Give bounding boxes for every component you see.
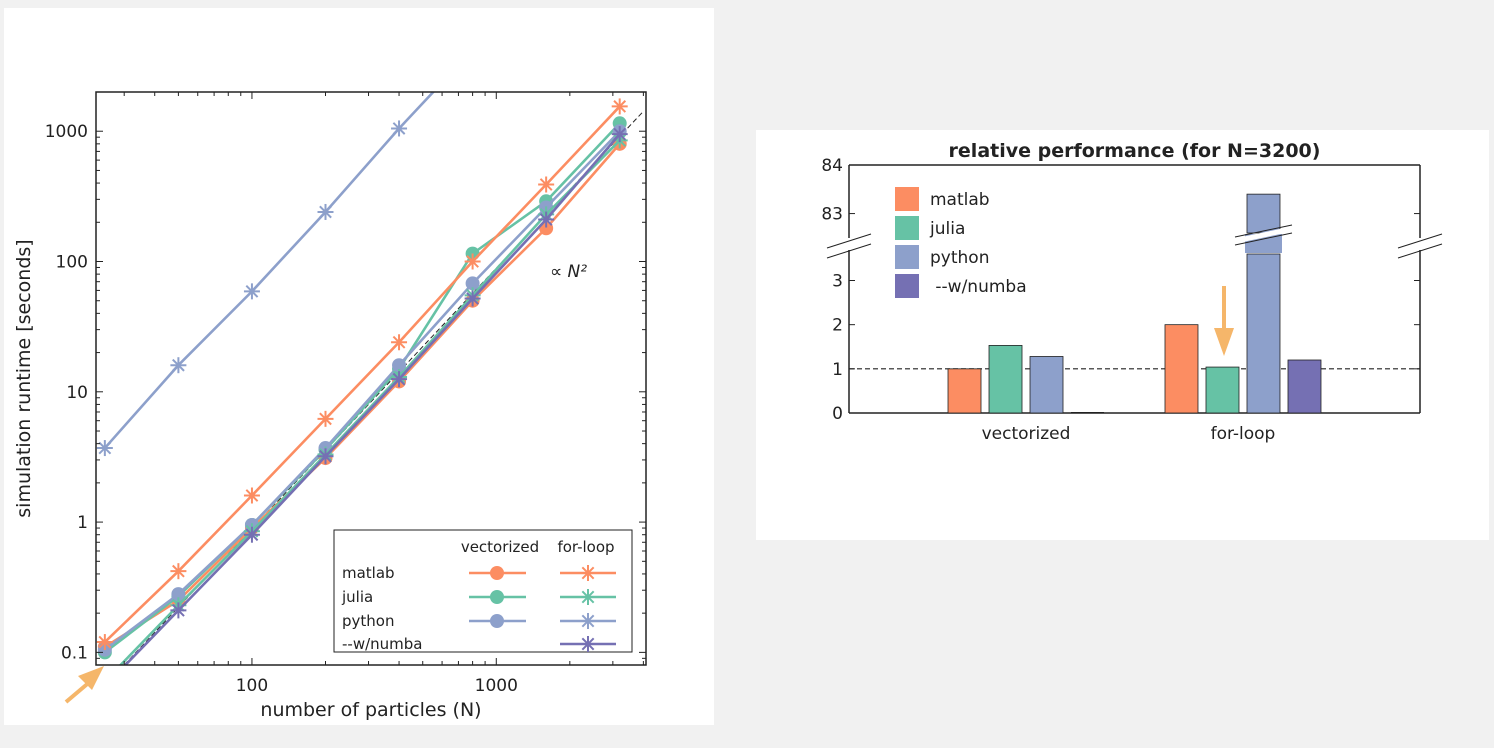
series-line-0 [104, 142, 621, 649]
series-6-marker-6 [538, 211, 555, 228]
y-tick-label: 100 [56, 253, 88, 273]
y-tick-label: 1 [77, 513, 88, 533]
highlight-arrow [1214, 286, 1234, 356]
bar-1-1 [1205, 366, 1240, 414]
series-6-marker-3 [317, 448, 334, 465]
bar-0-1 [988, 345, 1023, 414]
y-axis-label: simulation runtime [seconds] [13, 239, 35, 517]
legend-loop-marker-3 [580, 636, 596, 652]
y-tick-label-upper: 83 [821, 205, 843, 225]
series-5-marker-3 [317, 203, 334, 220]
axis-break-1-b [1397, 243, 1443, 259]
series-5-marker-0 [96, 440, 113, 457]
y-tick-label: 0.1 [61, 643, 88, 663]
y-tick-label: 3 [832, 272, 843, 292]
series-2-marker-4 [392, 358, 407, 373]
legend-vec-marker-1 [490, 590, 504, 604]
bar-break-line-a [1234, 224, 1293, 238]
legend: vectorized for-loop matlab julia python --w/n… [333, 529, 633, 653]
series-line-5 [103, 92, 436, 449]
series-line-4 [118, 139, 621, 665]
series-2-marker-5 [465, 276, 480, 291]
series-3-marker-2 [243, 487, 260, 504]
axis-break-0-a [826, 233, 872, 249]
runtime-chart-panel: 100 1000 0.1 1 10 100 1000 number of particles … [4, 8, 714, 725]
series-6-marker-5 [464, 290, 481, 307]
bar-1-3 [1287, 359, 1322, 414]
series-6-marker-1 [170, 602, 187, 619]
series-3-marker-4 [391, 334, 408, 351]
series-3-marker-5 [464, 253, 481, 270]
series-line-6 [123, 133, 621, 665]
y-tick-label: 1000 [45, 122, 88, 142]
legend-label-0: matlab [342, 564, 395, 582]
runtime-chart: 100 1000 0.1 1 10 100 1000 number of particles … [13, 42, 647, 721]
relative-performance-panel: relative performance (for N=3200) vectori… [756, 130, 1489, 540]
series-6-marker-0 [97, 678, 113, 694]
y-tick-label: 1 [832, 360, 843, 380]
series-2-marker-1 [171, 587, 186, 602]
relative-performance-chart: relative performance (for N=3200) vectori… [821, 140, 1443, 444]
series-5-marker-1 [170, 357, 187, 374]
axis-break-1-a [1397, 233, 1443, 249]
series-5-marker-4 [391, 120, 408, 137]
legend-header-forloop: for-loop [557, 538, 614, 556]
bar-break-line-b [1234, 232, 1293, 246]
axes-frame [95, 91, 647, 666]
bar-1-2-upper [1246, 193, 1281, 234]
series-6-marker-7 [611, 126, 628, 143]
legend-vec-marker-0 [490, 566, 504, 580]
series-3-marker-0 [96, 634, 113, 651]
legend-label-1: julia [341, 588, 373, 606]
y-tick-label: 10 [66, 383, 88, 403]
legend-swatch-2 [895, 245, 919, 269]
axis-break-0-b [826, 243, 872, 259]
legend-label-2: python [342, 612, 394, 630]
series-6-marker-2 [243, 526, 260, 543]
bar-break-mask [1234, 226, 1293, 244]
series-3-marker-3 [317, 410, 334, 427]
category-label-1: for-loop [1211, 424, 1276, 444]
bar-1-2-lower [1246, 253, 1281, 414]
y-tick-label: 0 [832, 404, 843, 424]
legend-label-1: julia [929, 219, 965, 239]
arrow-head [78, 666, 104, 690]
legend-vec-marker-2 [490, 614, 504, 628]
legend-box [333, 529, 633, 653]
legend-label-3: --w/numba [930, 277, 1027, 297]
legend-swatch-3 [895, 274, 919, 298]
category-label-0: vectorized [982, 424, 1071, 444]
x-axis-label: number of particles (N) [260, 699, 481, 721]
series-3-marker-1 [170, 563, 187, 580]
n-squared-annotation: ∝ N² [550, 262, 587, 282]
plot-area [96, 42, 644, 694]
highlight-arrow [64, 666, 104, 704]
legend-label-2: python [930, 248, 989, 268]
legend-loop-marker-0 [580, 565, 596, 581]
legend-label-0: matlab [930, 190, 990, 210]
legend-label-3: --w/numba [342, 635, 423, 653]
chart-title: relative performance (for N=3200) [949, 140, 1321, 162]
series-4-marker-0 [97, 673, 113, 689]
series-3-marker-6 [538, 176, 555, 193]
series-5-marker-2 [243, 283, 260, 300]
arrow-head [1214, 328, 1234, 356]
bar-1-0 [1164, 324, 1199, 414]
y-tick-label: 2 [832, 316, 843, 336]
series-3-marker-7 [611, 98, 628, 115]
bar-0-2 [1029, 356, 1064, 414]
legend-loop-marker-1 [580, 589, 596, 605]
legend-loop-marker-2 [580, 613, 596, 629]
legend-header-vectorized: vectorized [461, 538, 539, 556]
legend-swatch-0 [895, 187, 919, 211]
series-line-3 [103, 105, 621, 643]
x-tick-label: 1000 [475, 676, 518, 696]
legend-swatch-1 [895, 216, 919, 240]
series-5-marker-5 [465, 42, 481, 58]
series-line-2 [104, 130, 621, 651]
x-tick-label: 100 [236, 676, 268, 696]
bar-0-0 [947, 368, 982, 414]
series-6-marker-4 [391, 371, 408, 388]
y-tick-label-upper: 84 [821, 156, 843, 176]
